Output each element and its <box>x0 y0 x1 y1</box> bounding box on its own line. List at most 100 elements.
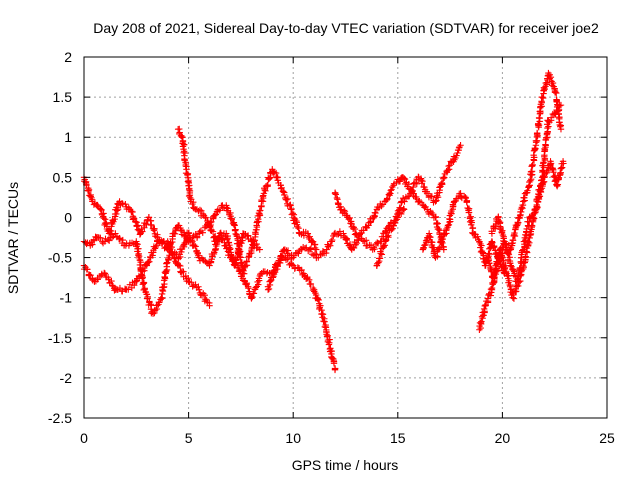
data-point <box>397 205 404 212</box>
data-point <box>245 253 253 261</box>
data-point <box>151 245 159 252</box>
data-point <box>545 123 552 130</box>
data-point <box>444 167 451 174</box>
data-point <box>178 248 185 256</box>
data-point <box>228 252 235 260</box>
data-point <box>445 162 452 170</box>
data-point <box>274 177 281 184</box>
data-point <box>511 270 518 277</box>
data-point <box>234 254 241 261</box>
data-point <box>454 149 461 157</box>
series-track-7 <box>373 142 464 269</box>
data-point <box>559 158 567 165</box>
data-point <box>340 230 347 237</box>
data-point <box>305 276 313 284</box>
data-point <box>385 191 393 198</box>
data-point <box>382 237 390 244</box>
data-point <box>463 199 470 206</box>
x-axis-label: GPS time / hours <box>292 457 399 473</box>
data-point <box>196 206 204 214</box>
data-point <box>178 134 186 141</box>
data-point <box>433 197 440 204</box>
data-point <box>163 260 170 267</box>
data-point <box>522 253 529 261</box>
y-tick-label: 1 <box>64 129 72 145</box>
data-point <box>306 246 314 253</box>
data-point <box>255 281 262 288</box>
axis-ticks: 0 5 10 15 20 25 -2.5 -2 -1.5 -1 -0.5 0 0.5 1 1.5 2 <box>48 49 615 446</box>
data-point <box>328 236 336 244</box>
data-point <box>510 295 518 302</box>
data-point <box>265 285 273 293</box>
data-point <box>185 186 193 194</box>
data-point <box>376 255 384 262</box>
data-point <box>524 187 531 194</box>
data-point <box>529 161 536 169</box>
data-point <box>311 244 319 252</box>
data-point <box>537 104 544 111</box>
data-point <box>153 242 160 249</box>
data-point <box>389 225 396 232</box>
data-point <box>346 214 353 222</box>
data-point <box>525 218 533 225</box>
data-point <box>227 245 234 253</box>
data-point <box>331 366 339 374</box>
data-point <box>102 219 110 226</box>
data-point <box>150 227 158 234</box>
data-point <box>557 165 565 172</box>
data-point <box>541 153 548 161</box>
data-point <box>552 111 559 118</box>
data-point <box>547 160 554 168</box>
data-point <box>307 245 315 252</box>
data-point <box>444 222 452 229</box>
data-point <box>527 177 534 184</box>
data-point <box>375 259 382 266</box>
data-point <box>140 279 148 286</box>
data-point <box>172 227 179 234</box>
data-point <box>298 266 305 274</box>
data-point <box>401 175 408 182</box>
data-point <box>409 187 416 195</box>
data-point <box>438 181 446 188</box>
data-point <box>277 253 284 260</box>
data-point <box>240 267 247 274</box>
data-point <box>202 214 210 222</box>
data-point <box>264 181 271 189</box>
data-point <box>418 176 425 184</box>
data-point <box>490 243 498 251</box>
data-point <box>351 225 359 233</box>
x-tick-label: 25 <box>599 430 615 446</box>
data-point <box>185 238 192 245</box>
data-point <box>423 237 430 244</box>
plot-frame <box>83 56 608 419</box>
data-point <box>549 79 557 87</box>
data-point <box>503 240 510 248</box>
data-point <box>243 258 251 265</box>
data-point <box>378 251 386 258</box>
data-point <box>116 284 124 292</box>
x-tick-label: 0 <box>80 430 88 446</box>
data-point <box>514 220 521 228</box>
data-point <box>192 243 199 250</box>
data-point <box>235 264 242 272</box>
data-point <box>401 198 408 205</box>
data-point <box>176 262 183 269</box>
data-point <box>177 262 184 270</box>
data-point <box>434 194 442 201</box>
data-point <box>340 207 348 214</box>
data-point <box>440 174 448 181</box>
data-point <box>553 89 560 97</box>
data-point <box>101 269 108 277</box>
data-point <box>278 184 285 192</box>
data-point <box>327 242 334 249</box>
data-point <box>300 232 308 239</box>
data-point <box>250 290 258 297</box>
data-point <box>356 231 364 238</box>
data-point <box>521 194 528 201</box>
data-point <box>396 178 404 185</box>
data-point <box>466 218 474 226</box>
data-point <box>125 286 132 293</box>
chart-title: Day 208 of 2021, Sidereal Day-to-day VTE… <box>93 20 599 36</box>
data-point <box>505 251 513 258</box>
